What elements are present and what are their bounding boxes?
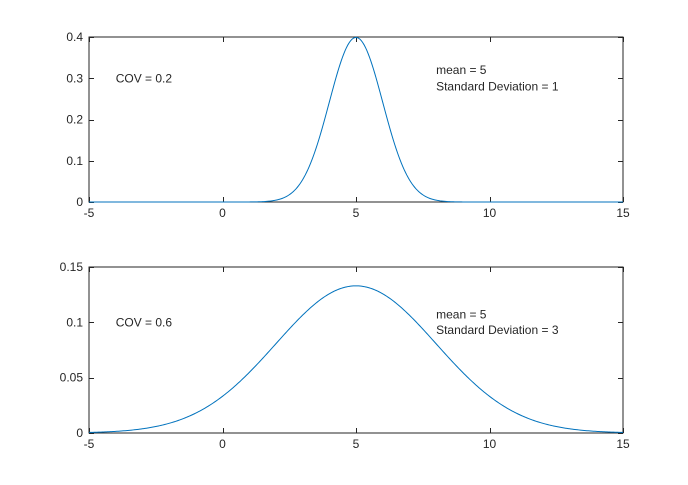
x-tick-label: 5 xyxy=(353,206,360,220)
x-tick-label: 10 xyxy=(483,206,497,220)
y-tick-label: 0.1 xyxy=(66,315,83,329)
annotation: mean = 5 xyxy=(436,308,487,322)
series-line-1 xyxy=(88,285,624,433)
plot-frame xyxy=(88,266,624,434)
series-line-1 xyxy=(89,36,623,203)
annotation: COV = 0.2 xyxy=(116,71,173,85)
x-tick-label: 5 xyxy=(353,437,360,451)
x-tick-label: 0 xyxy=(219,437,226,451)
annotation: COV = 0.6 xyxy=(116,315,173,329)
annotation: Standard Deviation = 1 xyxy=(436,80,559,94)
y-tick-label: 0.15 xyxy=(60,260,84,274)
x-tick-label: 0 xyxy=(219,206,226,220)
y-tick-label: 0.1 xyxy=(66,154,83,168)
y-tick-label: 0.2 xyxy=(66,113,83,127)
annotation: mean = 5 xyxy=(436,63,487,77)
x-tick-label: 15 xyxy=(616,437,630,451)
y-tick-label: 0.05 xyxy=(60,371,84,385)
plot-frame xyxy=(88,36,624,203)
x-tick-label: -5 xyxy=(84,206,95,220)
y-tick-label: 0.4 xyxy=(66,30,83,44)
x-tick-label: 15 xyxy=(616,206,630,220)
y-tick-label: 0 xyxy=(76,426,83,440)
y-tick-label: 0.3 xyxy=(66,71,83,85)
x-tick-label: -5 xyxy=(84,437,95,451)
y-tick-label: 0 xyxy=(76,195,83,209)
x-tick-label: 10 xyxy=(483,437,497,451)
annotation: Standard Deviation = 3 xyxy=(436,323,559,337)
